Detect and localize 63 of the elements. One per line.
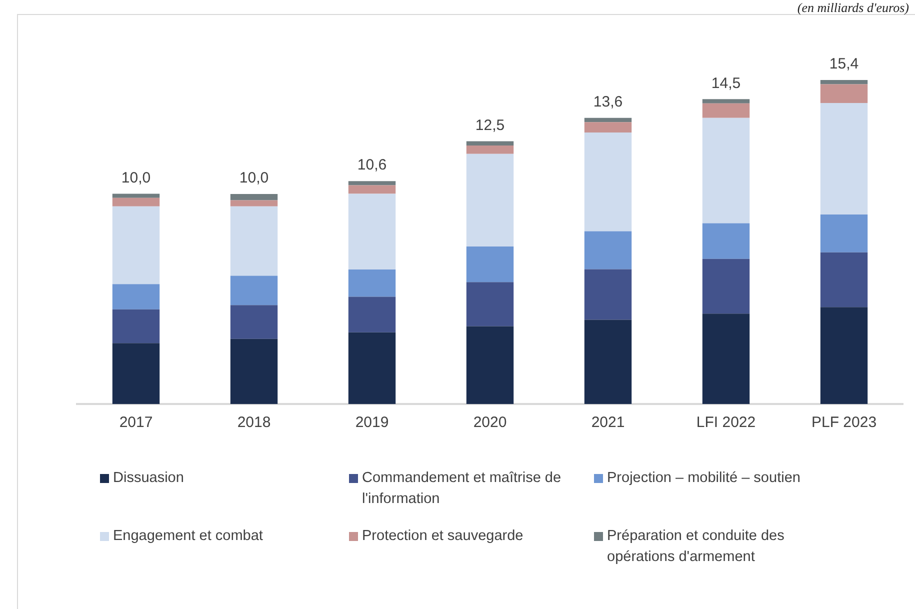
bar — [112, 198, 160, 206]
legend-label: Projection – mobilité – soutien — [607, 469, 800, 488]
bar — [584, 231, 632, 270]
annotation: 10,0 — [121, 169, 151, 186]
annotation: 13,6 — [593, 94, 623, 111]
bar — [466, 326, 514, 404]
bar — [820, 307, 868, 404]
annotation: 10,6 — [357, 156, 387, 174]
bar — [466, 282, 514, 326]
bar — [112, 309, 160, 344]
bar — [702, 118, 750, 224]
annotation: 15,4 — [829, 56, 859, 73]
bar — [112, 343, 160, 404]
bar — [820, 80, 868, 84]
bar — [230, 206, 278, 276]
bar — [348, 270, 396, 297]
bar — [230, 305, 278, 339]
bar — [584, 320, 632, 404]
bar — [702, 314, 750, 404]
bar — [584, 132, 632, 232]
bar — [702, 99, 750, 104]
x-tick-label: 2018 — [237, 414, 271, 432]
bar — [466, 246, 514, 282]
legend-label: Dissuasion — [113, 469, 184, 488]
legend-label: Protection et sauvegarde — [362, 527, 524, 546]
annotation: 14,5 — [711, 74, 741, 92]
bar — [702, 223, 750, 259]
bar — [230, 276, 278, 306]
legend-label: Commandement et maîtrise de l'information — [362, 469, 562, 509]
bar — [820, 252, 868, 308]
bar — [702, 258, 750, 314]
x-tick-label: 2020 — [473, 414, 507, 432]
bar — [466, 145, 514, 154]
x-tick-label: 2017 — [119, 414, 153, 432]
x-tick-label: 2019 — [355, 414, 389, 432]
bar — [112, 206, 160, 284]
bar — [584, 118, 632, 122]
bar — [702, 103, 750, 118]
bar — [348, 185, 396, 194]
bar — [230, 194, 278, 200]
legend-label: Engagement et combat — [113, 527, 263, 546]
bar — [820, 214, 868, 252]
bar — [466, 154, 514, 247]
bar — [820, 84, 868, 104]
bar — [348, 194, 396, 270]
x-tick-label: PLF 2023 — [811, 414, 877, 432]
bar — [820, 103, 868, 214]
bar — [348, 332, 396, 404]
bar — [230, 338, 278, 404]
bar — [584, 269, 632, 320]
bar — [348, 181, 396, 186]
bar — [112, 194, 160, 198]
text: (en milliards d'euros) — [797, 0, 909, 16]
bar — [584, 122, 632, 132]
bar — [112, 284, 160, 310]
annotation: 12,5 — [475, 116, 505, 134]
x-tick-label: 2021 — [591, 414, 625, 432]
x-tick-label: LFI 2022 — [696, 414, 756, 432]
legend-label: Préparation et conduite des opérations d'armement — [607, 527, 786, 567]
bar — [230, 200, 278, 206]
annotation: 10,0 — [239, 170, 269, 187]
bar — [348, 296, 396, 332]
bar — [466, 141, 514, 146]
